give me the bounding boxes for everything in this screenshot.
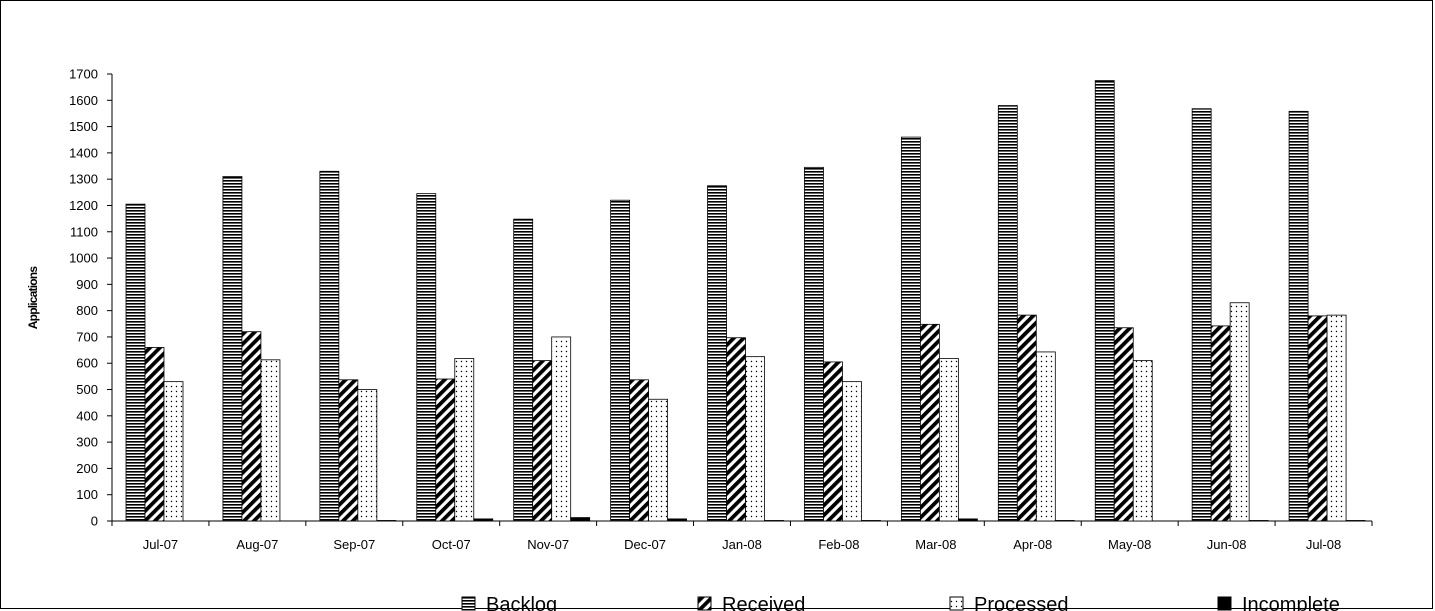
bar-received-aug-07 [241,331,262,522]
bar-incomplete-oct-07 [473,518,494,522]
legend-swatch-incomplete [1217,596,1232,611]
y-tick-label: 200 [76,461,98,476]
y-tick-label: 900 [76,277,98,292]
y-tick-label: 1000 [69,251,98,266]
labels-group: 0 100 200 300 400 500 600 700 800 900 1000 1100 1200… [69,67,1341,553]
bar-received-may-08 [1113,327,1134,522]
bar-backlog-mar-08 [900,136,921,522]
y-tick-label: 1500 [69,119,98,134]
bar-processed-apr-08 [1035,351,1056,522]
bar-received-dec-07 [629,379,650,522]
bar-processed-mar-08 [938,358,959,522]
bar-processed-may-08 [1132,360,1153,522]
bar-backlog-may-08 [1094,80,1115,522]
legend-swatch-backlog [461,596,476,611]
legend-swatch-received [697,596,712,611]
bar-backlog-aug-07 [222,176,243,522]
bar-received-mar-08 [919,323,940,522]
bar-backlog-jul-07 [125,203,146,522]
bar-received-nov-07 [532,360,553,522]
x-tick-label: Jul-07 [143,537,178,552]
bar-backlog-dec-07 [610,199,631,522]
bar-backlog-sep-07 [319,170,340,522]
y-tick-label: 1700 [69,67,98,82]
bar-backlog-jun-08 [1191,108,1212,522]
x-tick-label: Jul-08 [1306,537,1341,552]
y-tick-label: 1200 [69,198,98,213]
x-tick-label: Jan-08 [722,537,762,552]
bar-incomplete-nov-07 [570,517,591,522]
legend: Backlog Received Processed Incomplete [461,594,1340,611]
y-tick-label: 600 [76,356,98,371]
x-tick-label: Mar-08 [915,537,956,552]
bar-processed-jan-08 [745,356,765,522]
legend-item-backlog: Backlog [461,594,557,611]
bar-backlog-jul-08 [1288,110,1309,522]
bar-incomplete-jul-08 [1345,520,1366,522]
x-tick-label: Aug-07 [236,537,278,552]
y-tick-label: 100 [76,487,98,502]
x-tick-label: Nov-07 [527,537,569,552]
legend-item-received: Received [697,594,805,611]
bar-incomplete-jun-08 [1248,520,1269,522]
bar-processed-feb-08 [842,381,862,522]
bar-backlog-feb-08 [804,166,824,522]
y-tick-label: 400 [76,408,98,423]
x-tick-label: Jun-08 [1207,537,1247,552]
legend-label-incomplete: Incomplete [1242,594,1340,611]
bar-incomplete-feb-08 [861,520,881,522]
bar-received-sep-07 [338,379,359,522]
x-tick-label: Apr-08 [1013,537,1052,552]
bar-backlog-oct-07 [416,193,437,522]
bar-processed-nov-07 [551,336,572,522]
bar-processed-dec-07 [648,398,669,522]
bar-received-oct-07 [435,378,456,522]
bar-incomplete-apr-08 [1054,520,1075,522]
bar-incomplete-dec-07 [667,518,688,522]
bar-processed-oct-07 [454,358,475,522]
bar-received-jul-07 [144,347,165,522]
y-tick-label: 800 [76,303,98,318]
bar-backlog-nov-07 [513,218,534,522]
y-tick-label: 700 [76,329,98,344]
legend-swatch-processed [949,596,964,611]
bar-received-jun-08 [1210,325,1231,522]
legend-item-incomplete: Incomplete [1217,594,1340,611]
bar-incomplete-jan-08 [764,520,784,522]
legend-label-processed: Processed [974,594,1069,611]
bar-incomplete-sep-07 [376,520,397,522]
legend-label-backlog: Backlog [486,594,557,611]
legend-item-processed: Processed [949,594,1069,611]
x-tick-label: Dec-07 [624,537,666,552]
bar-backlog-jan-08 [707,185,727,522]
bar-processed-jun-08 [1229,302,1250,522]
x-tick-label: Oct-07 [432,537,471,552]
y-tick-label: 1100 [70,224,98,239]
bar-processed-sep-07 [357,389,378,522]
y-tick-label: 1600 [69,93,98,108]
bars-group [125,80,1366,522]
y-tick-label: 1400 [69,145,98,160]
x-tick-label: May-08 [1108,537,1151,552]
bar-processed-aug-07 [260,359,281,522]
y-tick-label: 300 [76,435,98,450]
bar-received-apr-08 [1016,314,1037,522]
bar-backlog-apr-08 [997,105,1018,522]
bar-incomplete-mar-08 [957,518,978,522]
x-tick-label: Feb-08 [818,537,859,552]
bar-received-jan-08 [726,337,746,522]
bar-received-feb-08 [823,361,843,522]
bar-processed-jul-07 [163,381,184,522]
x-tick-label: Sep-07 [333,537,375,552]
bar-received-jul-08 [1307,315,1328,522]
y-tick-label: 0 [91,514,98,529]
y-tick-label: 500 [76,382,98,397]
y-tick-label: 1300 [69,172,98,187]
bar-processed-jul-08 [1326,314,1347,522]
y-axis-label: Applications [26,266,40,330]
legend-label-received: Received [722,594,805,611]
